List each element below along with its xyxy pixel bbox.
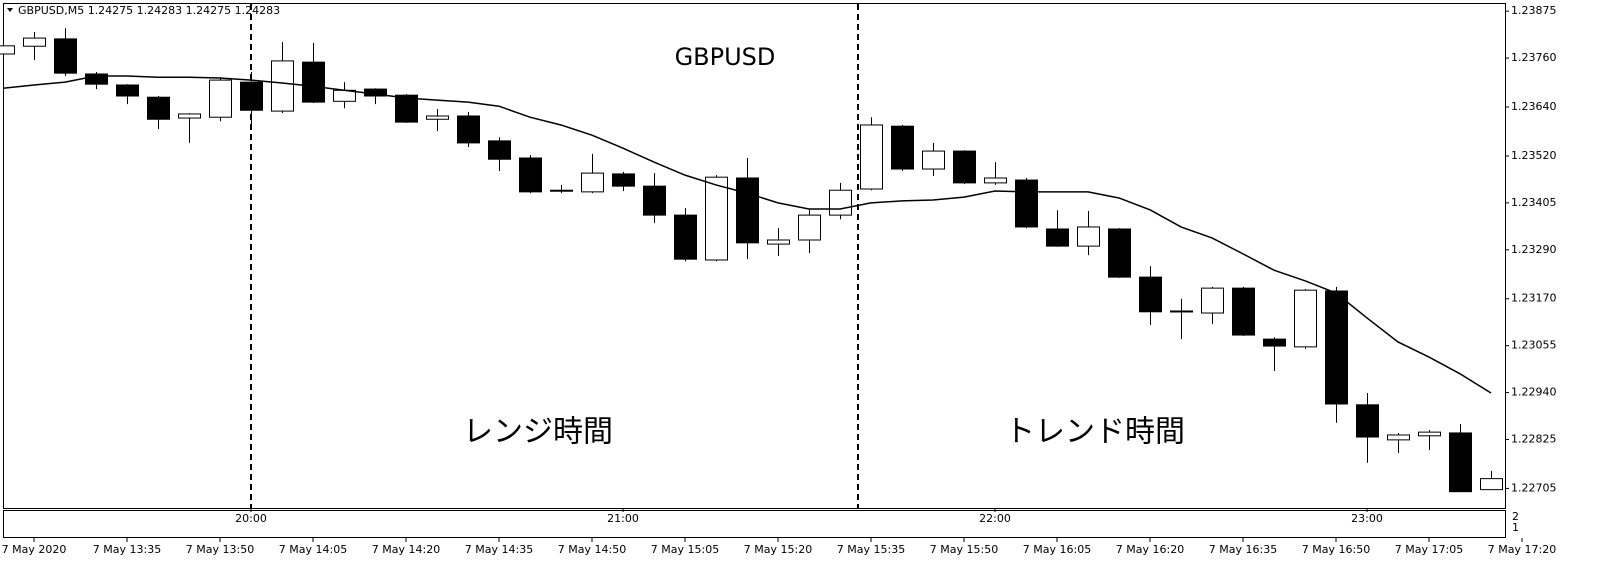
x-tick-label: 7 May 16:35 xyxy=(1209,543,1277,556)
time-label: 20:00 xyxy=(235,512,267,525)
y-tick-label: 1.22705 xyxy=(1511,481,1557,494)
x-tick-label: 7 May 2020 xyxy=(2,543,67,556)
candle-body xyxy=(1356,404,1379,438)
candle-body xyxy=(1480,478,1503,491)
x-tick-label: 7 May 17:05 xyxy=(1395,543,1463,556)
candle-body xyxy=(643,185,666,216)
candle-body xyxy=(1294,289,1317,348)
time-label: 21:00 xyxy=(607,512,639,525)
candle-body xyxy=(581,172,604,193)
y-tick-label: 1.23760 xyxy=(1511,51,1557,64)
candle-body xyxy=(984,177,1007,184)
annotation: トレンド時間 xyxy=(1005,415,1185,450)
y-tick-label: 1.23875 xyxy=(1511,4,1557,17)
candle-body xyxy=(519,157,542,193)
chart-title: GBPUSD xyxy=(675,43,776,71)
time-label: 22:00 xyxy=(979,512,1011,525)
candle-body xyxy=(612,173,635,187)
candle-body xyxy=(302,61,325,103)
candle-body xyxy=(178,113,201,119)
candle-body xyxy=(550,189,573,192)
candle-body xyxy=(922,150,945,170)
y-tick-label: 1.23170 xyxy=(1511,292,1557,305)
x-tick-label: 7 May 16:05 xyxy=(1023,543,1091,556)
x-tick-label: 7 May 17:20 xyxy=(1488,543,1556,556)
candle-body xyxy=(767,239,790,245)
x-tick-label: 7 May 15:20 xyxy=(744,543,812,556)
indicator-scale: 1 xyxy=(1512,521,1519,534)
candle-body xyxy=(1418,431,1441,437)
candle-body xyxy=(147,96,170,120)
x-tick-label: 7 May 16:50 xyxy=(1302,543,1370,556)
indicator-scale: 2 xyxy=(1512,510,1519,523)
x-tick-label: 7 May 15:05 xyxy=(651,543,719,556)
candle-body xyxy=(1046,228,1069,247)
candle-body xyxy=(85,73,108,85)
time-label: 23:00 xyxy=(1351,512,1383,525)
candle-body xyxy=(426,115,449,120)
header-arrow xyxy=(7,8,13,12)
candle-body xyxy=(674,214,697,260)
candle-body xyxy=(860,124,883,190)
candle-body xyxy=(488,140,511,160)
y-tick-label: 1.23290 xyxy=(1511,243,1557,256)
x-tick-label: 7 May 14:50 xyxy=(558,543,626,556)
x-tick-label: 7 May 15:50 xyxy=(930,543,998,556)
candle-body xyxy=(0,45,15,55)
x-tick-label: 7 May 14:20 xyxy=(372,543,440,556)
candle-body xyxy=(54,38,77,74)
x-tick-label: 7 May 14:35 xyxy=(465,543,533,556)
candle-body xyxy=(1139,276,1162,313)
candle-body xyxy=(736,177,759,244)
candle-body xyxy=(891,125,914,170)
candle-body xyxy=(1325,290,1348,405)
y-tick-label: 1.23640 xyxy=(1511,100,1557,113)
candle-body xyxy=(1449,432,1472,493)
candle-body xyxy=(798,214,821,241)
y-tick-label: 1.23405 xyxy=(1511,196,1557,209)
y-tick-label: 1.23520 xyxy=(1511,149,1557,162)
x-tick-label: 7 May 13:35 xyxy=(93,543,161,556)
plot-frame xyxy=(3,3,1506,509)
candle-body xyxy=(1232,287,1255,336)
candle-body xyxy=(1170,310,1193,313)
candle-body xyxy=(1387,434,1410,441)
candle-body xyxy=(271,60,294,112)
candle-body xyxy=(209,79,232,118)
candle-body xyxy=(953,150,976,184)
candle-body xyxy=(395,94,418,123)
x-tick-label: 7 May 16:20 xyxy=(1116,543,1184,556)
x-tick-label: 7 May 14:05 xyxy=(279,543,347,556)
y-tick-label: 1.22940 xyxy=(1511,386,1557,399)
candle-body xyxy=(116,84,139,97)
header: GBPUSD,M5 1.24275 1.24283 1.24275 1.2428… xyxy=(18,4,280,17)
moving-average xyxy=(2,75,1492,394)
time-strip xyxy=(3,510,1506,538)
x-tick-label: 7 May 15:35 xyxy=(837,543,905,556)
candle-body xyxy=(829,189,852,216)
candle-body xyxy=(1201,287,1224,314)
candle-body xyxy=(1108,228,1131,278)
candle-body xyxy=(1263,338,1286,347)
candle-body xyxy=(457,115,480,144)
candle-body xyxy=(705,176,728,261)
y-tick-label: 1.23055 xyxy=(1511,339,1557,352)
candle-body xyxy=(1077,226,1100,247)
x-tick-label: 7 May 13:50 xyxy=(186,543,254,556)
annotation: レンジ時間 xyxy=(463,415,613,450)
candle-body xyxy=(240,81,263,111)
y-tick-label: 1.22825 xyxy=(1511,432,1557,445)
candle-body xyxy=(23,37,46,47)
candle-body xyxy=(1015,179,1038,228)
